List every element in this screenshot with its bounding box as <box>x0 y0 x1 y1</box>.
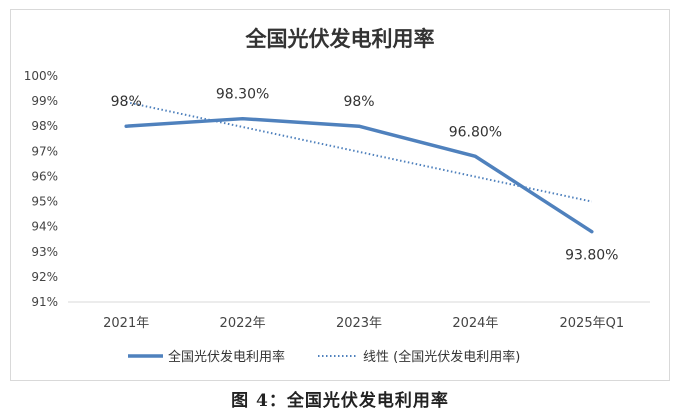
y-tick-label: 96% <box>31 169 58 183</box>
y-axis: 91% 92% 93% 94% 95% 96% 97% 98% 99% 100% <box>24 69 58 309</box>
y-tick-label: 99% <box>31 94 58 108</box>
chart-frame <box>10 9 670 381</box>
figure-caption: 图 4：全国光伏发电利用率 <box>231 391 449 411</box>
y-tick-label: 92% <box>31 270 58 284</box>
chart-title: 全国光伏发电利用率 <box>245 27 435 51</box>
x-tick-label: 2025年Q1 <box>560 316 625 331</box>
y-tick-label: 97% <box>31 144 58 158</box>
x-tick-label: 2023年 <box>336 316 382 331</box>
y-tick-label: 95% <box>31 195 58 209</box>
data-labels: 98% 98.30% 98% 96.80% 93.80% <box>111 87 619 264</box>
data-label: 98.30% <box>216 87 269 103</box>
y-tick-label: 91% <box>31 295 58 309</box>
chart: 全国光伏发电利用率 91% 92% 93% 94% 95% 96% 97% 98% 99% 100… <box>24 27 650 365</box>
x-axis: 2021年 2022年 2023年 2024年 2025年Q1 <box>103 316 624 331</box>
y-tick-label: 93% <box>31 245 58 259</box>
trendline-line <box>125 101 593 203</box>
data-label: 93.80% <box>565 248 618 264</box>
series <box>124 116 594 234</box>
legend: 全国光伏发电利用率 线性 (全国光伏发电利用率) <box>128 349 520 365</box>
data-label: 98% <box>343 94 374 110</box>
x-tick-label: 2021年 <box>103 316 149 331</box>
y-tick-label: 100% <box>24 69 58 83</box>
legend-series-label: 全国光伏发电利用率 <box>168 349 285 365</box>
x-tick-label: 2024年 <box>452 316 498 331</box>
data-label: 96.80% <box>449 124 502 140</box>
y-tick-label: 98% <box>31 119 58 133</box>
data-label: 98% <box>111 94 142 110</box>
legend-trend-label: 线性 (全国光伏发电利用率) <box>363 349 520 365</box>
x-tick-label: 2022年 <box>220 316 266 331</box>
series-line <box>124 116 594 234</box>
y-tick-label: 94% <box>31 220 58 234</box>
trendline <box>125 101 593 203</box>
